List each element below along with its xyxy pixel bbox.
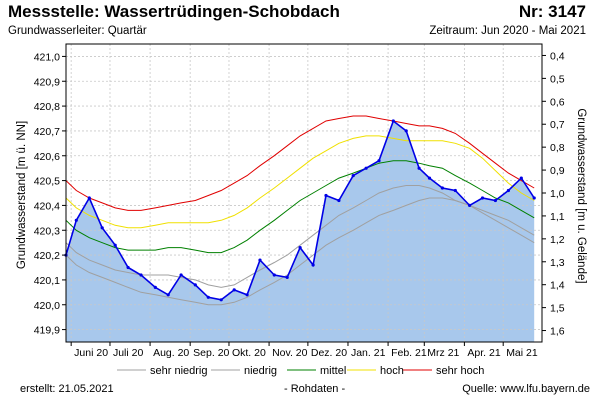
y-right-tick-label: 0,5 bbox=[550, 73, 565, 85]
y-tick-label: 420,4 bbox=[34, 200, 60, 212]
measured-point bbox=[166, 293, 170, 297]
station-number: Nr: 3147 bbox=[518, 2, 586, 21]
y-tick-label: 420,0 bbox=[34, 300, 60, 312]
period-label: Zeitraum: Jun 2020 - Mai 2021 bbox=[429, 25, 586, 37]
y-right-tick-label: 1,5 bbox=[550, 303, 565, 315]
y-axis-label: Grundwasserstand [m ü. NN] bbox=[16, 121, 28, 269]
legend-label: hoch bbox=[380, 365, 404, 377]
measured-point bbox=[440, 186, 444, 190]
y-tick-label: 420,9 bbox=[34, 76, 60, 88]
y-tick-label: 421,0 bbox=[34, 51, 60, 63]
station-title: Messstelle: Wassertrüdingen-Schobdach bbox=[8, 2, 340, 21]
y-tick-label: 420,5 bbox=[34, 176, 60, 188]
x-tick-label: Juni 20 bbox=[74, 347, 108, 359]
measured-point bbox=[453, 188, 457, 193]
measured-point bbox=[285, 275, 289, 279]
measured-point bbox=[493, 198, 497, 203]
y-right-tick-label: 1,0 bbox=[550, 188, 565, 200]
measured-point bbox=[324, 193, 328, 198]
mittel-line bbox=[65, 160, 535, 254]
measured-point bbox=[179, 273, 183, 277]
measured-point bbox=[193, 283, 197, 287]
x-tick-label: Juli 20 bbox=[113, 347, 144, 359]
legend-label: mittel bbox=[320, 365, 346, 377]
measured-point bbox=[298, 246, 302, 250]
measured-point bbox=[139, 273, 143, 277]
y-right-tick-label: 0,6 bbox=[550, 96, 565, 108]
y-tick-label: 420,2 bbox=[34, 250, 60, 262]
measured-point bbox=[126, 265, 130, 270]
y-tick-label: 420,6 bbox=[34, 151, 60, 163]
legend-label: sehr niedrig bbox=[150, 365, 207, 377]
measured-point bbox=[206, 295, 210, 299]
measured-point bbox=[153, 285, 157, 289]
measured-point bbox=[351, 174, 355, 178]
measured-point bbox=[404, 129, 408, 133]
y-tick-label: 420,1 bbox=[34, 275, 60, 287]
measured-point bbox=[219, 298, 223, 302]
y-right-tick-label: 0,8 bbox=[550, 142, 565, 154]
measured-point bbox=[245, 293, 249, 297]
y-right-tick-label: 1,1 bbox=[550, 211, 565, 223]
legend-label: sehr hoch bbox=[436, 365, 484, 377]
measured-point bbox=[337, 198, 341, 203]
measured-point bbox=[311, 263, 315, 267]
source-label: Quelle: www.lfu.bayern.de bbox=[462, 383, 590, 395]
measured-point bbox=[364, 166, 368, 170]
x-tick-label: Jan. 21 bbox=[351, 347, 386, 359]
y-right-tick-label: 0,9 bbox=[550, 165, 565, 177]
measured-point bbox=[427, 176, 432, 180]
y-right-tick-label: 1,3 bbox=[550, 257, 565, 269]
measured-point bbox=[74, 218, 78, 222]
measured-area bbox=[66, 121, 535, 342]
x-tick-label: Aug. 20 bbox=[153, 347, 189, 359]
created-date: erstellt: 21.05.2021 bbox=[20, 383, 114, 395]
measured-point bbox=[87, 196, 91, 200]
x-tick-label: Apr. 21 bbox=[467, 347, 500, 359]
measured-point bbox=[532, 196, 536, 200]
measured-point bbox=[272, 273, 276, 277]
rawdata-label: - Rohdaten - bbox=[284, 383, 346, 395]
measured-point bbox=[391, 119, 395, 123]
measured-point bbox=[506, 188, 510, 193]
legend-label: niedrig bbox=[244, 365, 277, 377]
aquifer-label: Grundwasserleiter: Quartär bbox=[8, 25, 147, 37]
measured-point bbox=[480, 196, 485, 200]
measured-point bbox=[377, 159, 381, 163]
x-tick-label: Okt. 20 bbox=[232, 347, 266, 359]
x-tick-label: Dez. 20 bbox=[311, 347, 347, 359]
sehr-hoch-line bbox=[65, 115, 535, 211]
measured-point bbox=[258, 258, 262, 262]
y-right-tick-label: 1,2 bbox=[550, 234, 565, 246]
y-right-tick-label: 0,7 bbox=[550, 119, 565, 131]
y-tick-label: 419,9 bbox=[34, 325, 60, 337]
y-tick-label: 420,8 bbox=[34, 101, 60, 113]
measured-point bbox=[232, 288, 236, 292]
y-axis-label-right: Grundwasserstand [m u. Gelände] bbox=[575, 108, 587, 283]
x-tick-label: Mrz 21 bbox=[427, 347, 459, 359]
x-tick-label: Sep. 20 bbox=[193, 347, 229, 359]
measured-point bbox=[417, 166, 421, 170]
y-tick-label: 420,7 bbox=[34, 126, 60, 138]
x-tick-label: Mai 21 bbox=[506, 347, 538, 359]
measured-point bbox=[100, 226, 104, 230]
x-tick-label: Nov. 20 bbox=[272, 347, 308, 359]
y-right-tick-label: 0,4 bbox=[550, 50, 565, 62]
measured-point bbox=[519, 176, 523, 180]
hoch-line bbox=[65, 135, 535, 229]
y-right-tick-label: 1,6 bbox=[550, 326, 565, 338]
x-tick-label: Feb. 21 bbox=[391, 347, 427, 359]
y-right-tick-label: 1,4 bbox=[550, 280, 565, 292]
measured-point bbox=[468, 203, 472, 207]
y-tick-label: 420,3 bbox=[34, 225, 60, 237]
measured-point bbox=[113, 243, 117, 247]
